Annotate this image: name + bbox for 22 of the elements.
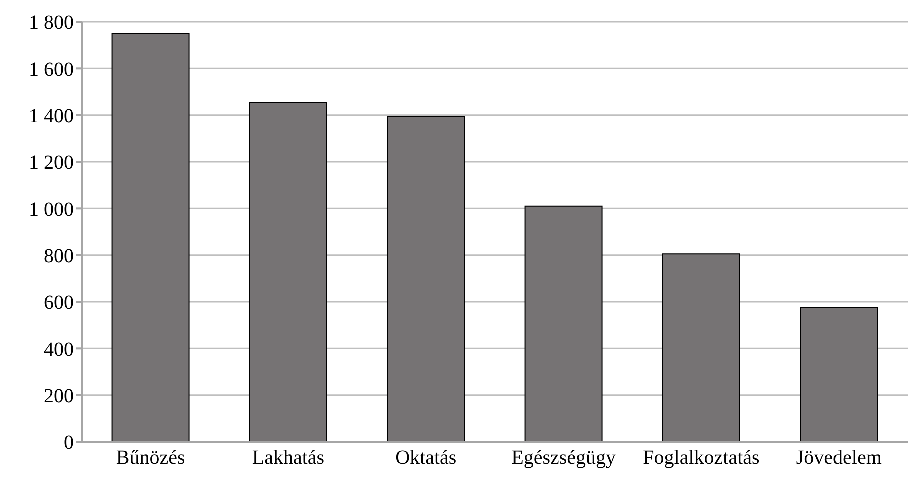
y-tick-label: 400 xyxy=(44,338,74,361)
bar xyxy=(662,254,740,442)
y-tick-label: 800 xyxy=(44,245,74,268)
x-tick-label: Lakhatás xyxy=(252,447,325,470)
y-tick-label: 1 400 xyxy=(29,105,74,128)
y-tick-label: 1 200 xyxy=(29,152,74,174)
bar xyxy=(112,33,190,442)
bar xyxy=(800,307,878,442)
y-tick-label: 600 xyxy=(44,292,74,314)
bar xyxy=(249,102,328,442)
y-tick-label: 1 600 xyxy=(29,58,74,81)
y-tick-label: 1 000 xyxy=(29,198,74,221)
bar xyxy=(387,116,466,442)
y-tick-label: 1 800 xyxy=(29,12,74,34)
y-tick-label: 0 xyxy=(64,432,74,454)
x-tick-label: Bűnözés xyxy=(116,447,186,470)
bar xyxy=(524,206,603,442)
x-tick-label: Jövedelem xyxy=(796,447,882,470)
x-tick-label: Foglalkoztatás xyxy=(643,447,760,470)
x-tick-label: Egészségügy xyxy=(512,447,616,470)
x-tick-label: Oktatás xyxy=(396,447,457,470)
y-tick-label: 200 xyxy=(44,385,74,408)
